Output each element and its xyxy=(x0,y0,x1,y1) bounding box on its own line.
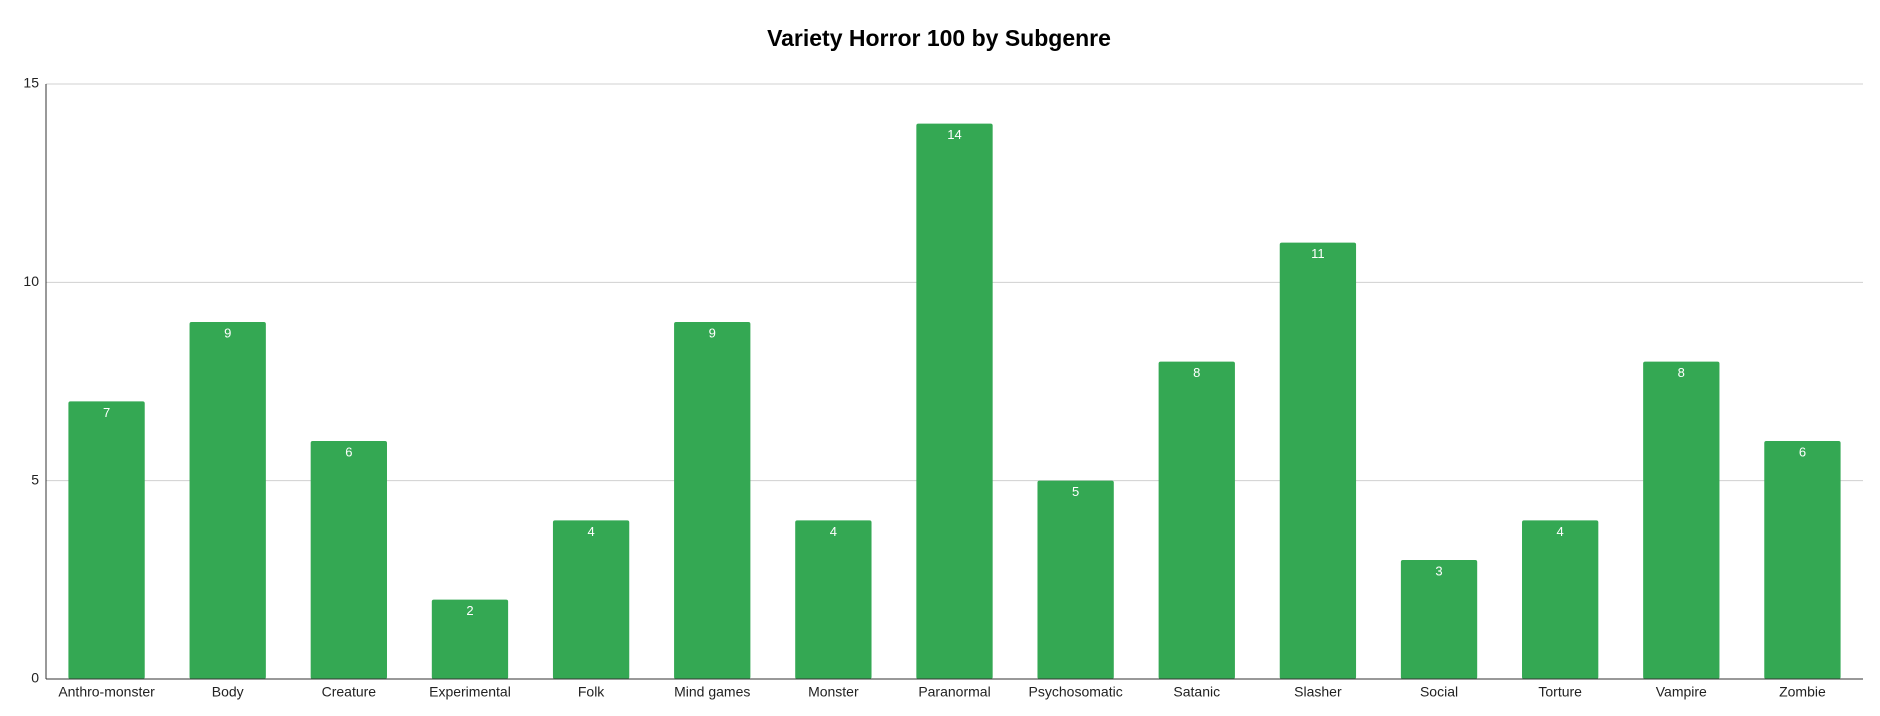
bar xyxy=(1764,441,1841,679)
y-tick-label: 10 xyxy=(23,273,39,289)
x-tick-label: Torture xyxy=(1538,684,1582,700)
value-label: 14 xyxy=(947,127,961,142)
x-tick-label: Experimental xyxy=(429,684,511,700)
x-tick-label: Social xyxy=(1420,684,1458,700)
value-label: 4 xyxy=(587,524,594,539)
x-tick-label: Anthro-monster xyxy=(58,684,155,700)
x-tick-label: Folk xyxy=(578,684,605,700)
bar xyxy=(310,441,387,679)
value-label: 4 xyxy=(830,524,837,539)
chart-title: Variety Horror 100 by Subgenre xyxy=(767,25,1111,51)
bar xyxy=(1158,361,1235,679)
x-tick-label: Zombie xyxy=(1779,684,1826,700)
value-label: 4 xyxy=(1557,524,1564,539)
bar xyxy=(1037,480,1114,679)
bar xyxy=(431,599,509,679)
x-tick-label: Vampire xyxy=(1656,684,1707,700)
bar xyxy=(1522,520,1599,679)
value-label: 3 xyxy=(1435,563,1442,578)
value-label: 6 xyxy=(345,444,352,459)
value-label: 11 xyxy=(1311,246,1325,261)
value-label: 9 xyxy=(224,325,231,340)
bar xyxy=(674,322,751,679)
value-label: 6 xyxy=(1799,444,1806,459)
y-tick-label: 0 xyxy=(31,670,39,686)
bar xyxy=(916,123,993,679)
value-label: 8 xyxy=(1193,365,1200,380)
value-label: 9 xyxy=(709,325,716,340)
x-tick-label: Slasher xyxy=(1294,684,1342,700)
bar xyxy=(1400,560,1478,679)
x-tick-label: Mind games xyxy=(674,684,750,700)
value-label: 8 xyxy=(1678,365,1685,380)
bar xyxy=(189,322,266,679)
value-label: 7 xyxy=(103,405,110,420)
x-tick-label: Paranormal xyxy=(918,684,990,700)
bar xyxy=(1279,242,1357,679)
value-label: 2 xyxy=(466,603,473,618)
y-tick-label: 5 xyxy=(31,471,39,487)
x-tick-label: Satanic xyxy=(1173,684,1220,700)
x-tick-label: Monster xyxy=(808,684,859,700)
bar xyxy=(68,401,145,679)
value-label: 5 xyxy=(1072,484,1079,499)
x-tick-label: Creature xyxy=(322,684,377,700)
y-tick-label: 15 xyxy=(23,75,39,91)
bar xyxy=(795,520,872,679)
x-tick-label: Psychosomatic xyxy=(1029,684,1123,700)
bar xyxy=(552,520,630,679)
bar xyxy=(1643,361,1720,679)
x-tick-label: Body xyxy=(212,684,244,700)
